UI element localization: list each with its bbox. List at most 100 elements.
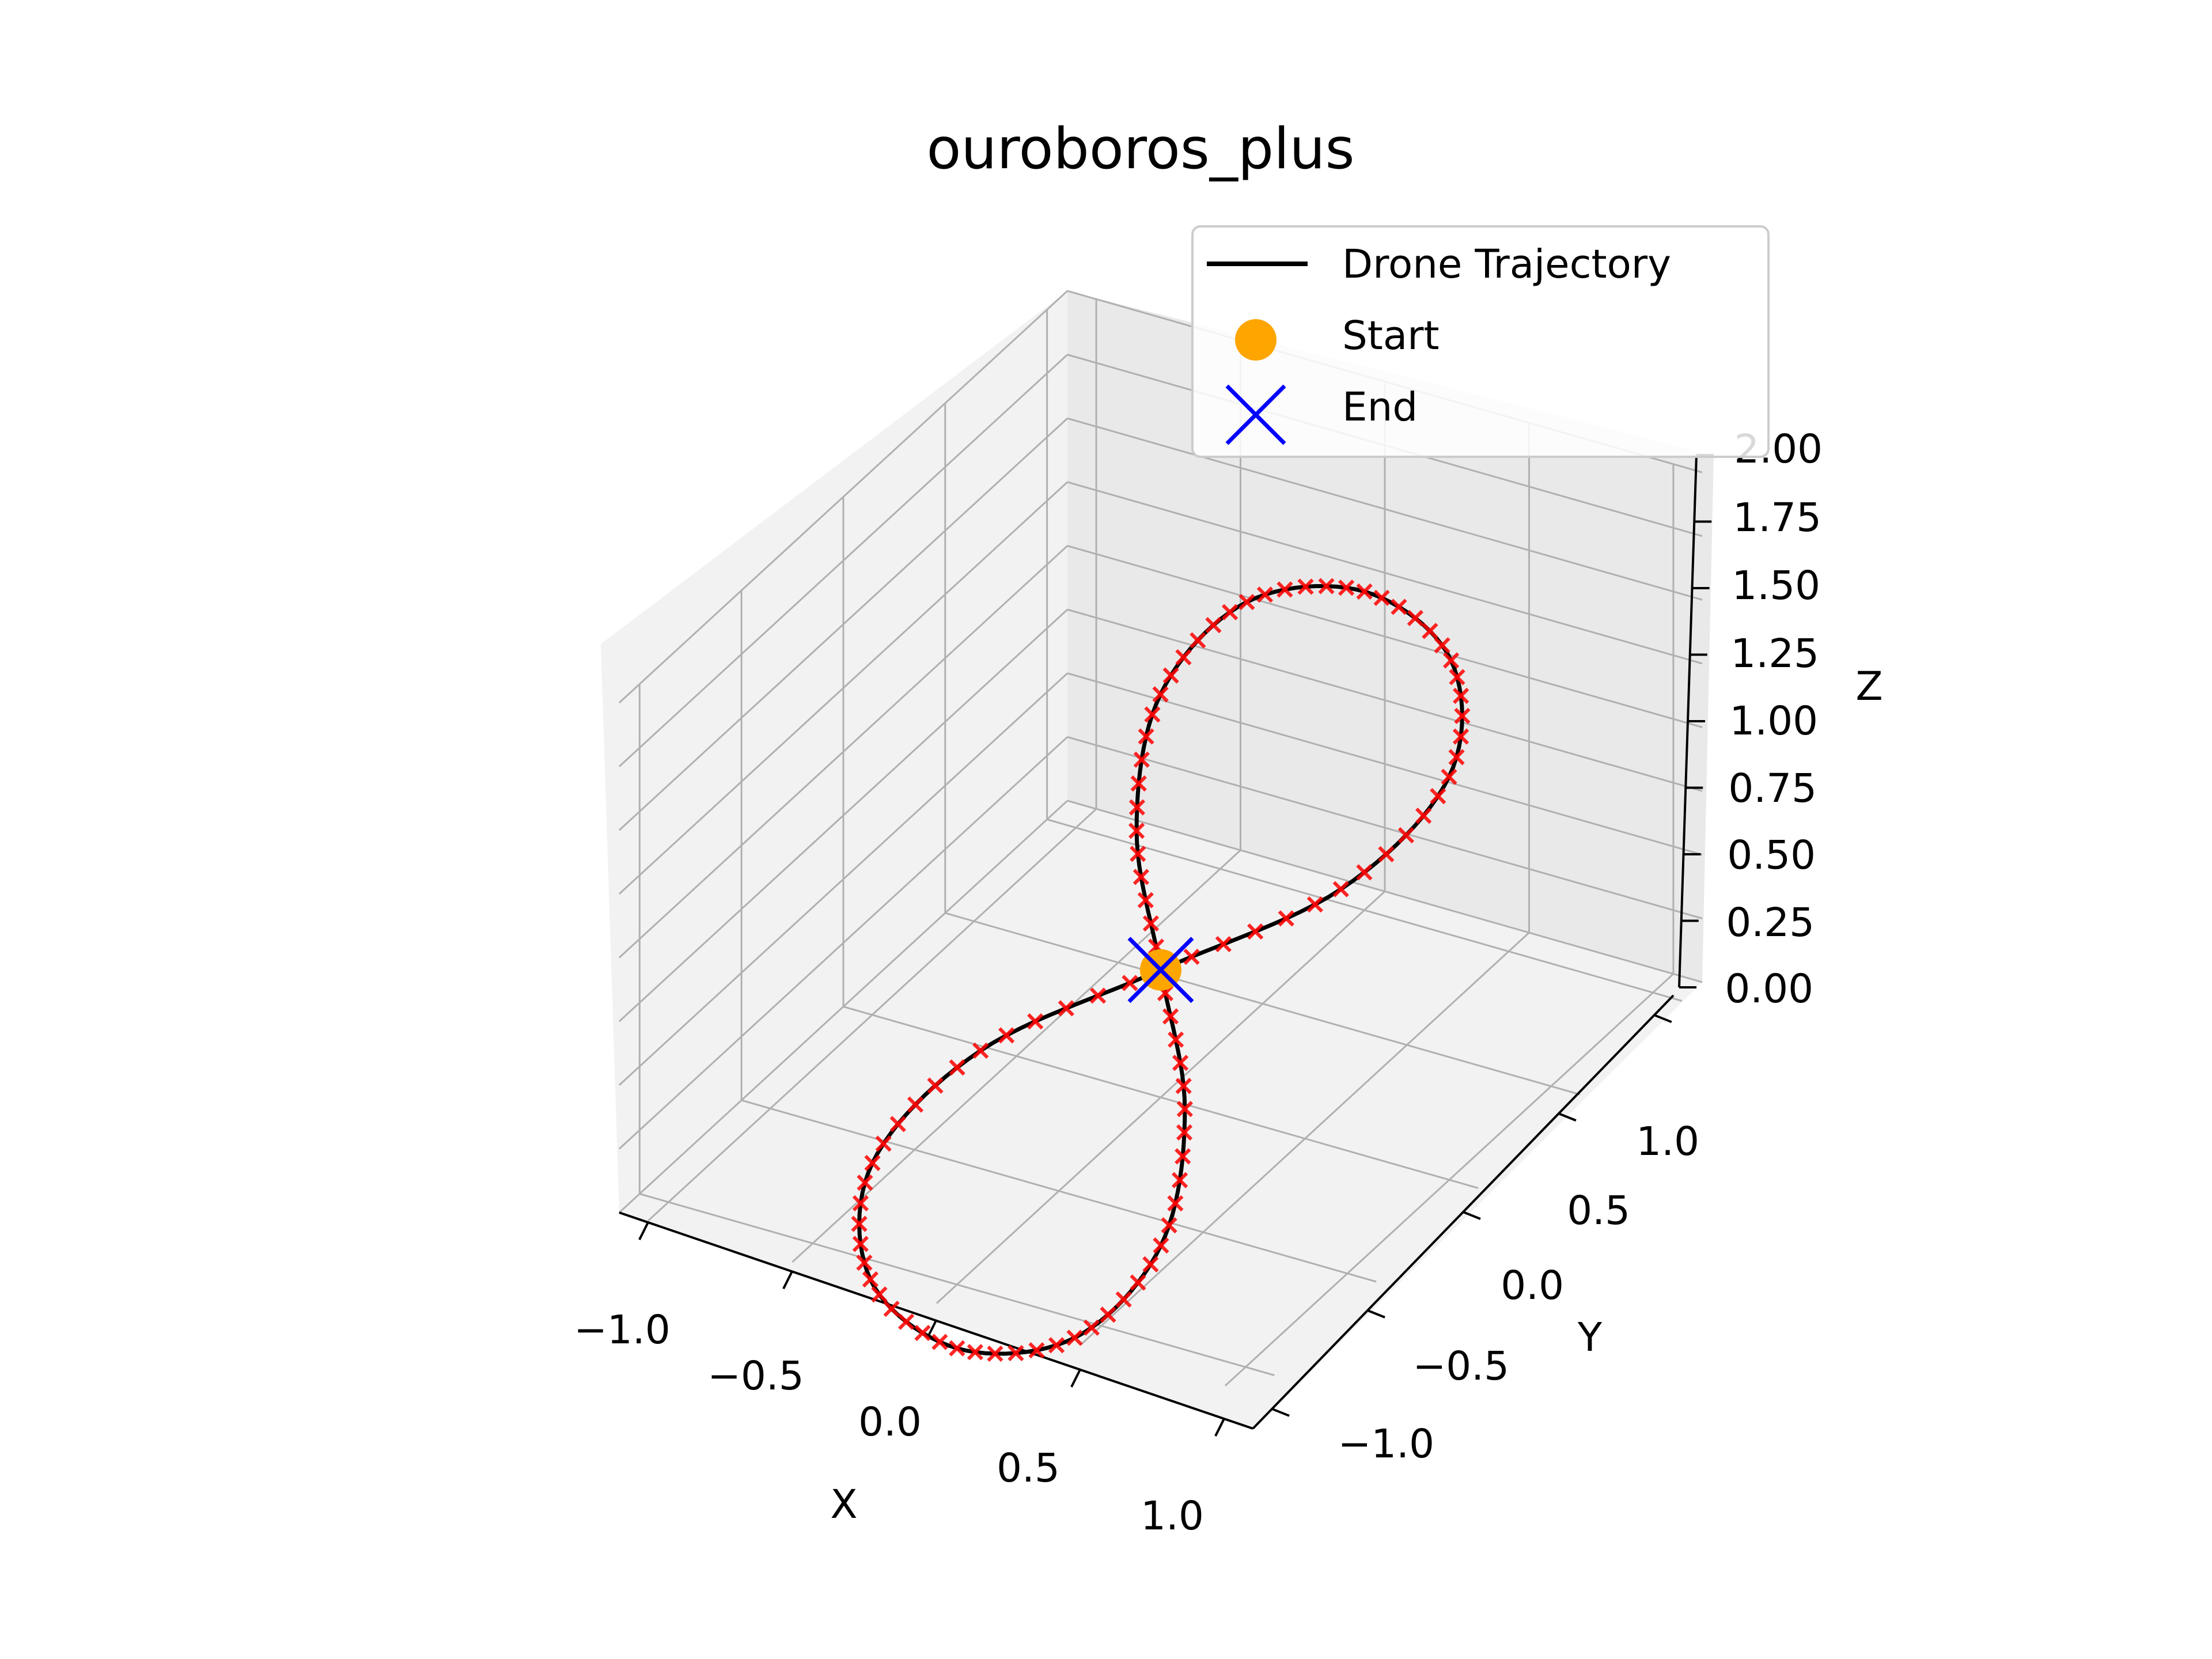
waypoint-marker <box>898 1313 915 1330</box>
waypoint-marker <box>1256 586 1274 603</box>
y-tick-label: −0.5 <box>1412 1343 1509 1389</box>
waypoint-stroke <box>1142 915 1160 932</box>
x-tick-label: 0.5 <box>997 1445 1060 1491</box>
waypoint-stroke <box>1238 594 1255 611</box>
waypoint-marker <box>1122 975 1138 991</box>
grid-line <box>618 354 1069 767</box>
z-axis-label: Z <box>1855 664 1883 710</box>
waypoint-marker <box>875 1135 892 1152</box>
waypoint-marker <box>1142 1256 1159 1273</box>
x-tick-mark <box>1070 1369 1081 1388</box>
chart-title: ouroboros_plus <box>926 116 1354 182</box>
grid-line <box>618 609 1069 1022</box>
waypoint-stroke <box>898 1313 915 1330</box>
waypoint-marker <box>1176 1124 1193 1141</box>
waypoint-stroke <box>1115 1291 1132 1308</box>
legend-start-swatch <box>1235 319 1277 361</box>
waypoint-stroke <box>1441 768 1457 785</box>
waypoint-stroke <box>931 1334 948 1350</box>
waypoint-marker <box>1028 1342 1045 1359</box>
waypoint-marker <box>852 1236 869 1252</box>
y-tick-mark <box>1463 1211 1481 1220</box>
waypoint-marker <box>1172 1172 1188 1188</box>
waypoint-stroke <box>1434 637 1450 654</box>
waypoint-marker <box>1167 1195 1184 1212</box>
axes-panes <box>601 291 1714 1429</box>
waypoint-marker <box>1306 896 1323 913</box>
waypoint-marker <box>1434 637 1450 654</box>
waypoint-marker <box>1130 846 1146 862</box>
waypoint-stroke <box>1183 948 1200 965</box>
waypoint-marker <box>1449 669 1465 685</box>
waypoint-marker <box>1238 594 1255 611</box>
waypoint-stroke <box>1066 1330 1083 1346</box>
grid-line <box>1067 545 1703 728</box>
waypoint-marker <box>1130 1274 1146 1291</box>
x-tick-label: 0.0 <box>858 1399 922 1445</box>
grid-line <box>647 808 1097 1222</box>
waypoint-stroke <box>1373 589 1390 607</box>
waypoint-marker <box>871 1286 888 1303</box>
waypoint-stroke <box>1083 1319 1100 1336</box>
waypoint-marker <box>1115 1291 1132 1308</box>
waypoint-stroke <box>856 1254 873 1271</box>
waypoint-marker <box>1133 751 1150 768</box>
waypoint-stroke <box>871 1286 888 1303</box>
waypoint-marker <box>914 1324 931 1342</box>
waypoint-stroke <box>1130 846 1146 862</box>
waypoint-marker <box>1441 768 1457 785</box>
end-marker-stroke <box>1127 937 1194 1003</box>
waypoint-stroke <box>1130 1274 1146 1291</box>
legend-end-swatch <box>1225 384 1286 445</box>
waypoint-marker <box>864 1154 881 1172</box>
waypoint-stroke <box>972 1042 989 1059</box>
waypoint-marker <box>1138 728 1154 745</box>
waypoint-marker <box>998 1027 1015 1044</box>
waypoint-stroke <box>914 1324 931 1342</box>
waypoint-stroke <box>883 1300 900 1317</box>
waypoint-stroke <box>875 1135 892 1152</box>
y-tick-mark <box>1558 1112 1577 1122</box>
waypoint-marker <box>1442 652 1460 669</box>
waypoint-marker <box>1161 1217 1177 1234</box>
waypoint-marker <box>1422 623 1438 639</box>
waypoint-marker <box>1338 579 1355 596</box>
waypoint-marker <box>1128 823 1145 839</box>
z-tick-label: 1.00 <box>1729 698 1818 744</box>
waypoint-marker <box>1430 787 1446 805</box>
waypoint-stroke <box>889 1116 906 1132</box>
z-tick-label: 1.25 <box>1730 631 1819 677</box>
waypoint-stroke <box>1247 923 1264 940</box>
waypoint-stroke <box>1100 1306 1116 1323</box>
grid-line <box>1067 736 1703 919</box>
grid-line <box>618 736 1069 1150</box>
waypoint-marker <box>1332 881 1349 897</box>
waypoint-marker <box>1397 827 1415 844</box>
waypoint-stroke <box>1318 578 1335 594</box>
waypoint-marker <box>972 1042 989 1059</box>
waypoint-stroke <box>1089 987 1107 1004</box>
waypoint-stroke <box>1356 583 1373 600</box>
waypoint-marker <box>1373 589 1390 607</box>
waypoint-stroke <box>1027 1013 1044 1030</box>
x-tick-mark <box>782 1271 793 1290</box>
waypoint-stroke <box>1338 579 1355 596</box>
waypoint-marker <box>1356 583 1373 600</box>
y-tick-labels: −1.0 −0.5 0.0 0.5 1.0 <box>1338 1119 1699 1467</box>
waypoint-stroke <box>1144 706 1161 723</box>
waypoint-marker <box>1247 923 1264 940</box>
waypoint-marker <box>1454 707 1471 724</box>
waypoint-stroke <box>1162 1008 1179 1025</box>
waypoint-stroke <box>1407 609 1423 627</box>
waypoint-marker <box>987 1345 1003 1362</box>
waypoint-marker <box>907 1096 924 1113</box>
waypoint-stroke <box>1205 617 1222 634</box>
waypoint-marker <box>1175 1078 1192 1094</box>
waypoint-stroke <box>1397 827 1415 844</box>
waypoint-stroke <box>1442 652 1460 669</box>
waypoint-marker <box>1142 915 1160 932</box>
waypoint-marker <box>1048 1337 1065 1354</box>
waypoint-stroke <box>927 1077 944 1094</box>
waypoint-stroke <box>852 1195 869 1211</box>
waypoint-marker <box>967 1344 984 1361</box>
